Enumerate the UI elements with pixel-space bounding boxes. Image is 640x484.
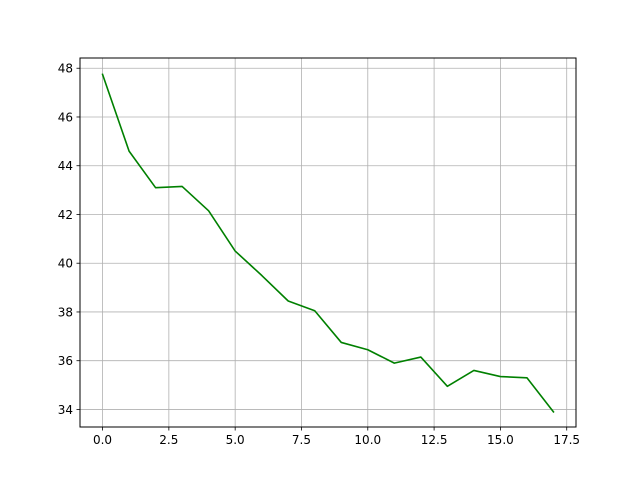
x-tick-label: 2.5 (159, 433, 178, 447)
y-tick-label: 36 (58, 354, 73, 368)
x-tick-label: 0.0 (93, 433, 112, 447)
x-tick-label: 15.0 (487, 433, 514, 447)
x-tick-label: 12.5 (421, 433, 448, 447)
x-tick-label: 5.0 (226, 433, 245, 447)
y-tick-label: 46 (58, 110, 73, 124)
x-tick-label: 10.0 (354, 433, 381, 447)
y-tick-label: 42 (58, 208, 73, 222)
x-tick-label: 7.5 (292, 433, 311, 447)
y-tick-label: 40 (58, 257, 73, 271)
y-tick-label: 38 (58, 305, 73, 319)
y-tick-label: 34 (58, 403, 73, 417)
x-tick-label: 17.5 (553, 433, 580, 447)
y-tick-label: 48 (58, 62, 73, 76)
y-tick-label: 44 (58, 159, 73, 173)
